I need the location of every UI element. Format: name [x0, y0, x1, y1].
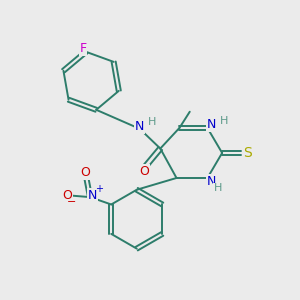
Text: N: N — [206, 175, 216, 188]
Text: H: H — [214, 183, 222, 193]
Text: N: N — [207, 118, 217, 131]
Text: H: H — [148, 117, 156, 127]
Text: −: − — [67, 197, 76, 207]
Text: S: S — [243, 146, 252, 160]
Text: O: O — [63, 188, 73, 202]
Text: H: H — [219, 116, 228, 126]
Text: N: N — [88, 189, 97, 202]
Text: O: O — [80, 167, 90, 179]
Text: F: F — [80, 42, 87, 55]
Text: +: + — [95, 184, 104, 194]
Text: O: O — [139, 165, 149, 178]
Text: N: N — [135, 120, 144, 133]
